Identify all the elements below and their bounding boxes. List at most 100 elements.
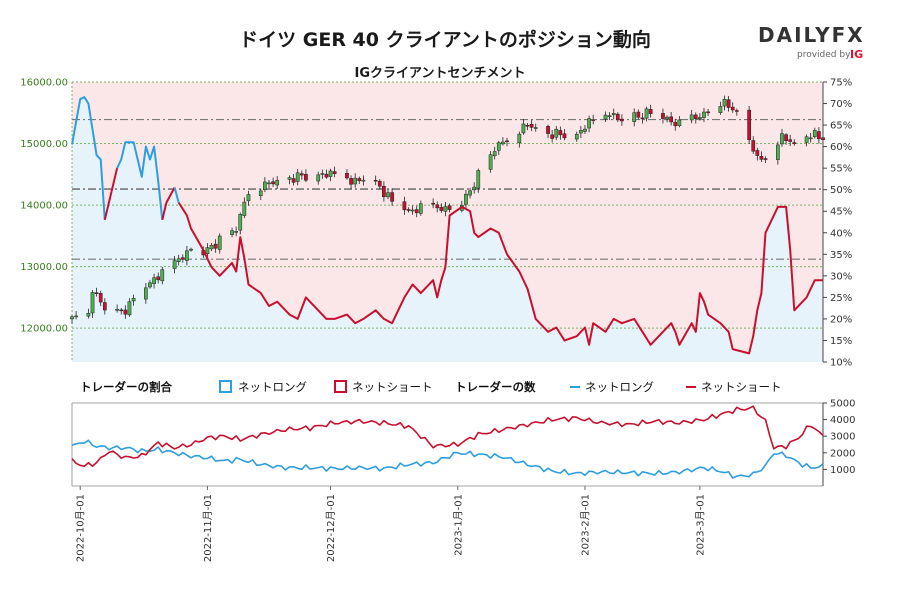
candle-body bbox=[476, 170, 481, 189]
candle-body bbox=[74, 315, 78, 318]
price-candle bbox=[533, 123, 538, 132]
candle-body bbox=[505, 140, 509, 143]
price-candle bbox=[603, 111, 608, 122]
price-candle bbox=[648, 104, 653, 118]
candle-body bbox=[698, 117, 702, 119]
candle-body bbox=[792, 142, 797, 144]
candle-body bbox=[160, 269, 165, 282]
price-candle bbox=[299, 170, 304, 180]
candle-body bbox=[156, 276, 161, 281]
price-candle bbox=[435, 201, 440, 213]
candle-body bbox=[525, 124, 530, 127]
x-tick-label: 2022-11月-01 bbox=[202, 494, 214, 562]
candle-body bbox=[386, 192, 390, 198]
candle-body bbox=[554, 128, 559, 138]
ratio-tick-label: 15% bbox=[830, 336, 852, 347]
candle-body bbox=[304, 173, 308, 181]
candle-body bbox=[332, 171, 337, 174]
price-candle bbox=[706, 108, 710, 117]
price-candle bbox=[238, 212, 243, 235]
candle-body bbox=[747, 109, 751, 141]
price-candle bbox=[751, 136, 756, 154]
candle-body bbox=[447, 205, 452, 210]
price-candle bbox=[144, 282, 148, 304]
ratio-tick-label: 55% bbox=[830, 164, 852, 175]
x-axis-ticks: 2022-10月-01 2022-11月-01 2022-12月-01 2023-1月… bbox=[75, 486, 706, 562]
candle-body bbox=[817, 131, 821, 140]
long-ratio-segment bbox=[116, 141, 164, 220]
candle-body bbox=[431, 202, 435, 205]
price-candle bbox=[406, 207, 411, 213]
candle-body bbox=[636, 111, 641, 118]
price-candle bbox=[431, 198, 435, 209]
ratio-tick-label: 70% bbox=[830, 99, 852, 110]
candle-body bbox=[209, 245, 214, 250]
price-candle bbox=[689, 109, 694, 124]
candle-body bbox=[373, 179, 378, 182]
price-candle bbox=[521, 119, 526, 135]
price-candle bbox=[620, 114, 624, 126]
candle-body bbox=[287, 177, 292, 180]
price-candle bbox=[180, 254, 185, 263]
price-candle bbox=[160, 266, 165, 285]
price-candle bbox=[558, 126, 563, 140]
price-candle bbox=[611, 108, 616, 120]
candle-body bbox=[759, 156, 764, 160]
price-candle bbox=[418, 200, 423, 216]
legend-ratio-title: トレーダーの割合 bbox=[80, 380, 172, 394]
price-candle bbox=[677, 116, 682, 128]
price-tick-label: 14000.00 bbox=[20, 201, 68, 212]
candle-body bbox=[784, 134, 788, 141]
price-candle bbox=[587, 115, 591, 133]
candle-body bbox=[176, 258, 181, 262]
price-candle bbox=[332, 166, 337, 178]
price-candle bbox=[464, 190, 468, 210]
candle-body bbox=[418, 203, 423, 214]
x-tick-label: 2022-12月-01 bbox=[325, 494, 337, 562]
x-tick-label: 2023-1月-01 bbox=[452, 494, 464, 556]
candle-body bbox=[382, 185, 386, 198]
candle-body bbox=[706, 111, 710, 114]
price-candle bbox=[583, 124, 587, 135]
candle-body bbox=[70, 316, 74, 320]
candle-body bbox=[263, 181, 267, 191]
price-candle bbox=[702, 107, 706, 123]
candle-body bbox=[115, 309, 119, 311]
candle-body bbox=[587, 118, 591, 129]
price-candle bbox=[468, 187, 472, 199]
candle-body bbox=[808, 137, 813, 140]
candle-body bbox=[788, 139, 793, 142]
candle-body bbox=[669, 116, 674, 123]
candle-body bbox=[357, 178, 362, 182]
price-candle bbox=[246, 190, 251, 206]
candle-body bbox=[488, 154, 493, 170]
reference-lines bbox=[72, 118, 823, 260]
price-candle bbox=[86, 308, 91, 319]
count-tick-label: 4000 bbox=[830, 415, 855, 426]
candle-body bbox=[718, 106, 723, 113]
price-candle bbox=[439, 203, 444, 213]
logo-ig: IG bbox=[850, 48, 863, 61]
price-candle bbox=[94, 287, 99, 297]
candle-body bbox=[295, 172, 300, 182]
price-candle bbox=[410, 205, 415, 215]
ratio-tick-label: 45% bbox=[830, 207, 852, 218]
count-tick-label: 2000 bbox=[830, 448, 855, 459]
price-candle bbox=[759, 151, 764, 163]
candle-body bbox=[529, 123, 534, 128]
long-ratio-fill bbox=[72, 97, 823, 362]
candle-body bbox=[217, 235, 222, 250]
candle-body bbox=[324, 173, 329, 178]
long-ratio-segment bbox=[71, 96, 106, 220]
price-candle bbox=[402, 196, 407, 215]
candle-body bbox=[550, 134, 554, 139]
candle-body bbox=[443, 206, 448, 212]
candle-body bbox=[673, 121, 678, 127]
candle-body bbox=[90, 292, 95, 314]
main-axes: 12000.00 13000.00 14000.00 15000.00 16000.00… bbox=[20, 78, 852, 369]
price-candle bbox=[316, 171, 321, 185]
price-candle bbox=[185, 245, 189, 266]
price-candle bbox=[390, 188, 394, 206]
candle-body bbox=[242, 201, 247, 216]
count-lines bbox=[71, 405, 824, 479]
